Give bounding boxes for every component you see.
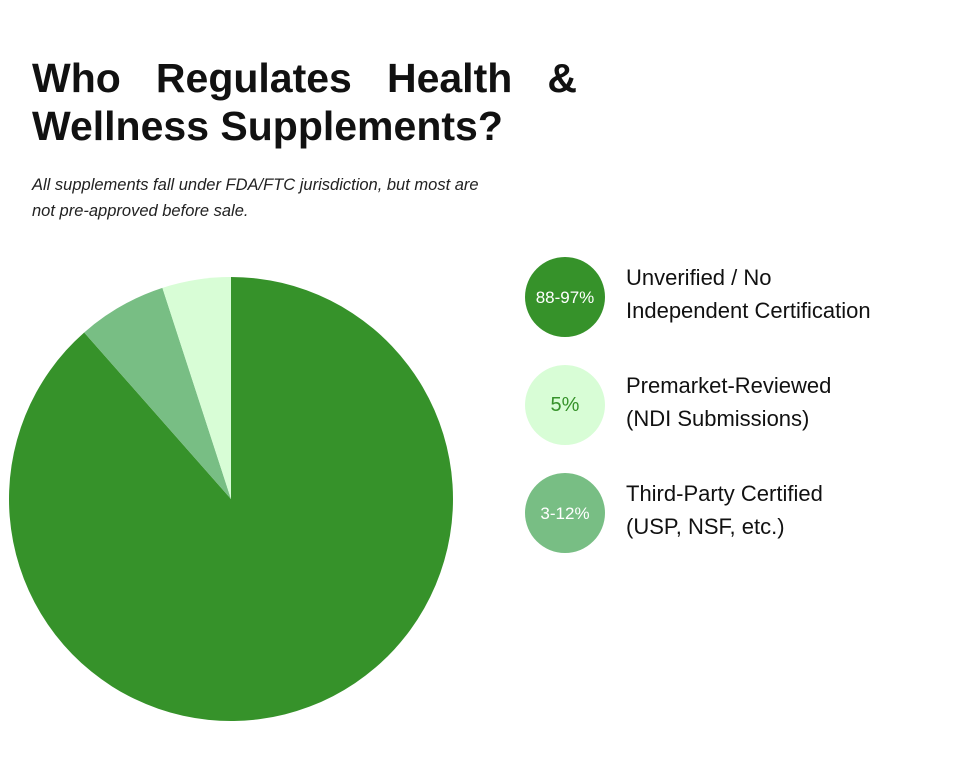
pie-slice xyxy=(8,277,454,722)
legend-value-label: 88-97% xyxy=(536,288,595,307)
legend-marker xyxy=(525,473,605,553)
legend-value-label: 5% xyxy=(551,394,580,416)
legend-marker xyxy=(525,257,605,337)
legend-label: Third-Party Certified (USP, NSF, etc.) xyxy=(626,481,823,539)
chart-title: Who Regulates Health & Wellness Suppleme… xyxy=(32,55,577,149)
legend-marker xyxy=(525,365,605,445)
chart-subtitle: All supplements fall under FDA/FTC juris… xyxy=(32,176,479,220)
legend-label: Unverified / No Independent Certificatio… xyxy=(626,265,871,323)
pie-slice xyxy=(84,287,231,499)
pie-slice xyxy=(162,277,231,499)
legend-label: Premarket-Reviewed (NDI Submissions) xyxy=(626,373,832,431)
legend-value-label: 3-12% xyxy=(540,504,589,523)
